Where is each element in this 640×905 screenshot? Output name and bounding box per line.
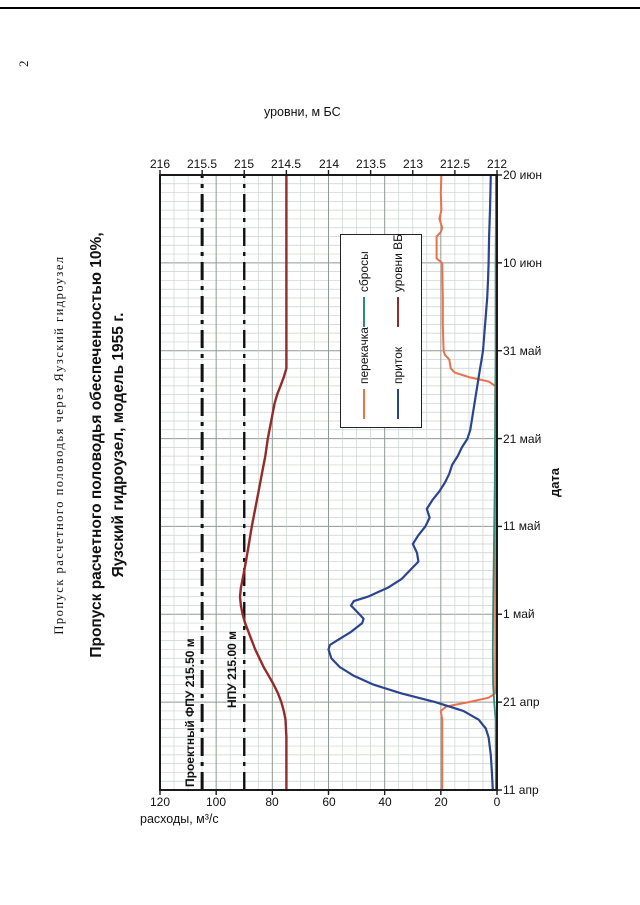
- y-left-tick-label: 60: [321, 795, 336, 809]
- chart-series-line: [491, 174, 497, 791]
- legend-label: приток: [390, 346, 405, 384]
- legend-line-swatch: [396, 389, 399, 419]
- y-right-tick-label: 212.5: [439, 157, 470, 171]
- y-right-tick-label: 212: [486, 157, 508, 171]
- y-right-tick-label: 215.5: [187, 157, 218, 171]
- chart-series-line: [238, 173, 288, 792]
- y-left-tick-label: 100: [206, 795, 227, 809]
- page-edge-line: [0, 7, 640, 9]
- y-left-tick-label: 0: [493, 795, 501, 809]
- legend-label: уровни ВБ: [390, 233, 405, 293]
- x-axis-tick-label: 31 май: [503, 343, 542, 358]
- y-right-tick-label: 215: [234, 157, 255, 171]
- legend-line-swatch: [396, 297, 399, 328]
- x-axis-tick-label: 11 май: [503, 519, 541, 534]
- x-axis-tick-label: 21 май: [503, 431, 542, 446]
- legend-label: сбросы: [357, 251, 372, 293]
- x-axis-tick-label: 1 май: [503, 607, 535, 622]
- legend-item: уровни ВБ: [384, 233, 412, 328]
- x-axis-title: дата: [547, 467, 562, 498]
- legend-item: приток: [384, 327, 412, 419]
- y-left-tick-label: 120: [149, 795, 171, 809]
- legend-line-swatch: [363, 297, 366, 328]
- npu-reference-line-label: НПУ 215.00 м: [225, 630, 239, 708]
- y-right-tick-label: 213.5: [355, 157, 386, 171]
- fpu-reference-line-label: Проектный ФПУ 215.50 м: [183, 638, 197, 787]
- legend-label: перекачка: [357, 327, 372, 384]
- chart-legend: перекачка сбросы приток уровни ВБ: [340, 234, 422, 428]
- legend-item: сбросы: [350, 234, 378, 328]
- chart-series-line: [435, 174, 497, 791]
- y-right-tick-label: 213: [402, 157, 423, 171]
- legend-item: перекачка: [350, 327, 378, 419]
- y-left-tick-label: 20: [434, 795, 448, 809]
- x-axis-tick-label: 10 июн: [503, 255, 543, 270]
- plot-canvas: [159, 170, 502, 795]
- y-right-tick-label: 214: [318, 157, 339, 171]
- y-left-tick-label: 80: [265, 795, 279, 809]
- legend-line-swatch: [363, 389, 366, 419]
- y-left-tick-label: 40: [377, 795, 392, 809]
- y-right-tick-label: 214.5: [271, 157, 302, 171]
- y-right-axis-title: уровни, м БС: [264, 105, 341, 119]
- x-axis-tick-label: 21 апр: [503, 695, 540, 710]
- y-right-tick-label: 216: [149, 157, 171, 171]
- y-left-axis-title: расходы, м³/с: [140, 812, 219, 826]
- chart-series-line: [327, 173, 494, 792]
